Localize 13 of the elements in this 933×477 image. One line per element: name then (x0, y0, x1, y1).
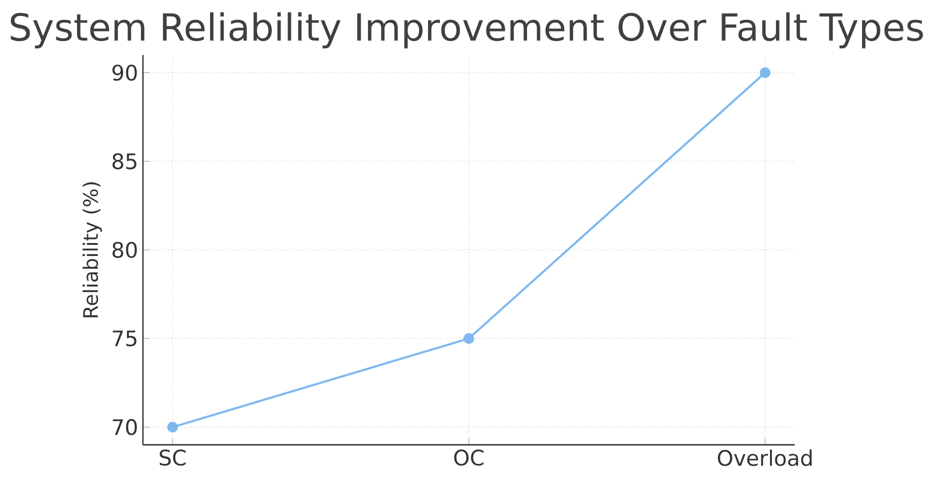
x-tick-label: Overload (718, 450, 812, 466)
y-tick-label: 80 (112, 242, 137, 258)
y-tick-label: 90 (112, 64, 137, 81)
point (167, 422, 178, 433)
y-tick-label: 75 (112, 330, 136, 347)
point (464, 333, 474, 344)
y-tick-label: 85 (112, 153, 136, 170)
y-tick-label: 70 (112, 419, 137, 436)
x-tick-label: OC (454, 450, 484, 466)
point (760, 67, 770, 78)
chart-title: System Reliability Improvement Over Fault Types (10, 12, 923, 48)
x-tick-label: SC (160, 450, 186, 466)
y-axis-title: Reliability (%) (82, 182, 102, 318)
